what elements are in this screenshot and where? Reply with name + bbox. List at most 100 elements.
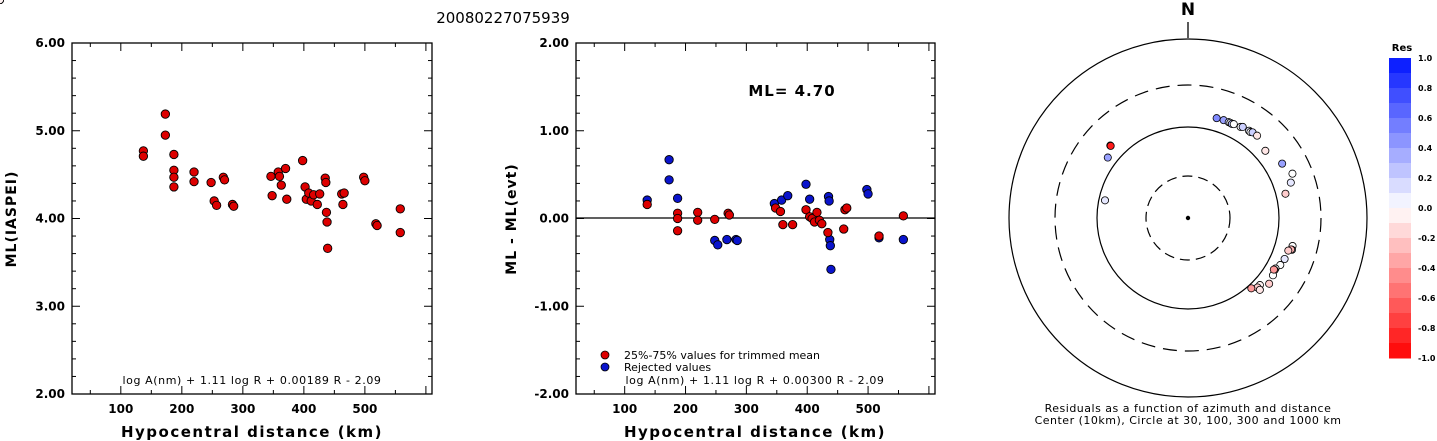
data-point — [169, 172, 179, 182]
data-point — [169, 149, 179, 160]
ring-100km — [1096, 126, 1280, 310]
y-tick-label: 3.00 — [35, 299, 65, 313]
legend-label-accepted: 25%-75% values for trimmed mean — [624, 349, 820, 362]
colorbar-swatch — [1389, 208, 1411, 224]
caption-line-2: Center (10km), Circle at 30, 100, 300 an… — [1035, 414, 1342, 427]
data-point — [710, 214, 720, 225]
data-point — [805, 194, 815, 204]
data-point — [642, 199, 652, 210]
x-tick-label: 100 — [612, 402, 637, 416]
data-point — [395, 227, 405, 238]
data-point — [863, 189, 873, 199]
y-tick-label: 4.00 — [35, 212, 65, 226]
data-point — [672, 213, 683, 224]
y-tick-label: 2.00 — [35, 387, 65, 401]
colorbar-tick-label: -0.2 — [1418, 234, 1436, 243]
station-marker — [1284, 246, 1293, 255]
y-tick-label: 1.00 — [539, 124, 569, 138]
data-point — [297, 155, 308, 166]
data-point — [826, 264, 836, 275]
legend: 25%-75% values for trimmed mean Rejected… — [600, 349, 820, 374]
data-point — [169, 182, 179, 192]
station-marker — [1103, 153, 1112, 162]
data-point — [138, 151, 149, 161]
data-point — [672, 226, 683, 236]
y-tick-label: -1.00 — [534, 299, 569, 313]
data-point — [360, 176, 370, 186]
data-point — [189, 176, 199, 187]
station-marker — [1286, 178, 1295, 187]
colorbar-swatch — [1389, 163, 1411, 179]
x-tick-label: 400 — [291, 402, 316, 416]
x-tick-label: 200 — [673, 402, 698, 416]
colorbar-tick-label: 0.8 — [1418, 84, 1433, 93]
colorbar-swatch — [1389, 283, 1411, 299]
data-point — [206, 177, 216, 188]
colorbar-swatch — [1389, 193, 1411, 209]
x-tick-label: 300 — [734, 402, 759, 416]
colorbar-tick-label: 0.0 — [1418, 204, 1433, 213]
data-point — [276, 180, 286, 190]
data-point — [824, 196, 834, 206]
data-point — [211, 200, 222, 210]
data-point — [693, 207, 703, 218]
y-tick-label: 6.00 — [35, 36, 65, 50]
colorbar-tick-label: -1.0 — [1418, 354, 1436, 363]
data-point — [775, 206, 786, 217]
data-point — [160, 130, 171, 140]
station-marker — [0, 0, 4, 4]
data-point — [372, 220, 382, 231]
data-point — [823, 227, 833, 238]
data-point — [783, 191, 793, 201]
colorbar-tick-label: 0.4 — [1418, 144, 1433, 153]
data-point — [898, 211, 909, 221]
data-point — [315, 189, 325, 199]
chart-azimuth: N Residuals as a function of azimuth and… — [0, 0, 1368, 427]
data-point — [323, 243, 333, 253]
data-point — [312, 199, 322, 210]
data-point — [672, 193, 683, 203]
station-marker — [1261, 146, 1270, 155]
data-point — [817, 219, 827, 229]
y-tick-label: -2.00 — [534, 387, 569, 401]
colorbar-swatch — [1389, 133, 1411, 149]
data-point — [321, 207, 332, 218]
data-point — [724, 210, 734, 220]
epicenter-dot — [1185, 215, 1191, 221]
colorbar-swatch — [1389, 118, 1411, 134]
data-point — [722, 234, 732, 245]
station-marker — [1247, 284, 1256, 293]
colorbar-swatches — [1389, 58, 1411, 359]
colorbar-swatch — [1389, 223, 1411, 239]
station-marker — [1281, 189, 1290, 198]
x-axis-label: Hypocentral distance (km) — [121, 423, 383, 441]
colorbar: Res 1.0 0.8 0.6 0.4 0.2 0.0 -0.2 -0.4 -0.6 -0.8 -1… — [1389, 43, 1436, 363]
colorbar-tick-label: -0.8 — [1418, 324, 1436, 333]
legend-marker-accepted — [600, 350, 610, 360]
data-point — [825, 241, 835, 251]
data-point — [219, 175, 230, 185]
colorbar-title: Res — [1392, 43, 1412, 54]
ring-1000km — [1008, 38, 1368, 398]
ring-300km — [1054, 84, 1322, 352]
data-point — [339, 188, 349, 198]
data-point — [189, 167, 199, 177]
data-points — [138, 109, 405, 253]
data-point — [778, 219, 788, 230]
station-marker — [1269, 265, 1278, 274]
legend-label-rejected: Rejected values — [624, 361, 711, 374]
data-point — [267, 191, 277, 201]
data-point — [282, 194, 292, 204]
colorbar-swatch — [1389, 268, 1411, 284]
colorbar-tick-label: 1.0 — [1418, 54, 1433, 63]
y-axis-label: ML(IASPEI) — [4, 171, 20, 268]
data-point — [664, 175, 674, 185]
station-marker — [1212, 114, 1221, 123]
data-point — [229, 201, 239, 211]
legend-marker-rejected — [600, 362, 610, 372]
data-point — [693, 215, 703, 225]
data-point — [839, 224, 849, 234]
colorbar-swatch — [1389, 253, 1411, 269]
data-point — [280, 163, 291, 174]
